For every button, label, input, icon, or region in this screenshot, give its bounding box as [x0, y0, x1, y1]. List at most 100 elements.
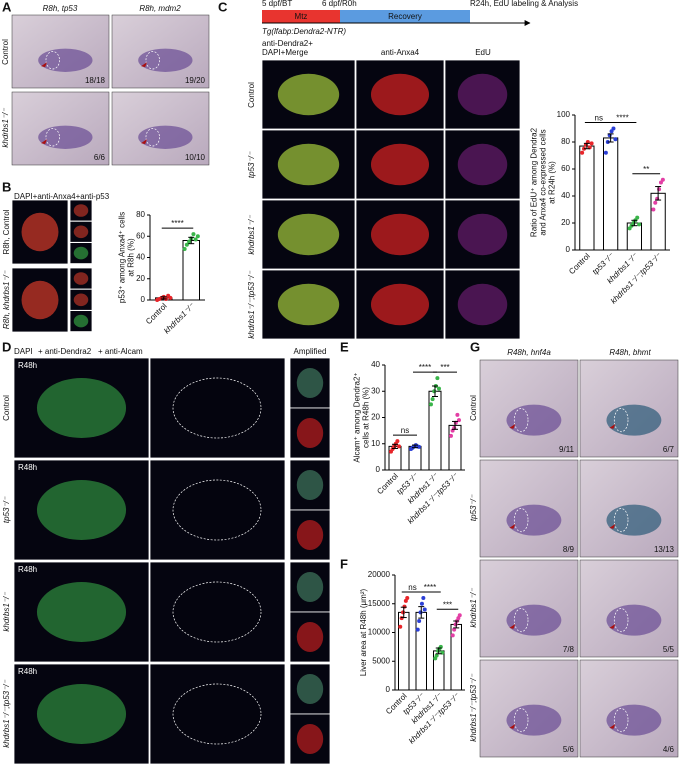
- data-point: [402, 604, 407, 609]
- label: R8h, tp53: [43, 4, 78, 13]
- signal: [36, 684, 127, 744]
- label: anti-Dendra2+: [262, 39, 313, 48]
- liver-outline: [513, 408, 529, 433]
- data-point: [187, 239, 192, 244]
- signal: [277, 213, 340, 256]
- y-axis-label: p53⁺ among Anxa4⁺ cells: [118, 212, 127, 303]
- label: R48h: [18, 463, 37, 472]
- label: + anti-Dendra2: [38, 347, 92, 356]
- tissue: [606, 704, 662, 736]
- signal: [277, 143, 340, 186]
- count: 6/7: [663, 445, 675, 454]
- y-tick-label: 5000: [372, 656, 390, 665]
- y-tick-label: 0: [386, 685, 391, 694]
- bar: [415, 611, 427, 691]
- liver-outline: [145, 51, 160, 70]
- tissue: [38, 125, 93, 149]
- label: Mtz: [295, 12, 308, 21]
- significance-label: ****: [616, 114, 628, 123]
- data-point: [434, 653, 439, 658]
- tissue: [138, 48, 193, 72]
- micrograph: [444, 129, 521, 200]
- y-axis-label: at R24h (%): [548, 161, 557, 204]
- data-point: [405, 596, 410, 600]
- significance-label: ****: [424, 583, 436, 592]
- data-point: [637, 222, 642, 227]
- data-point: [195, 234, 200, 239]
- data-point: [419, 601, 424, 606]
- significance-label: ***: [440, 363, 449, 372]
- label: DAPI: [14, 347, 33, 356]
- y-tick-label: 20000: [368, 570, 391, 579]
- data-point: [635, 215, 640, 220]
- data-point: [429, 402, 433, 407]
- label: R48h, hnf4a: [507, 348, 551, 357]
- y-tick-label: 30: [371, 386, 380, 395]
- label: R8h, khdrbs1⁻/⁻: [2, 270, 11, 329]
- liver-outline: [613, 408, 629, 433]
- tissue: [506, 504, 562, 536]
- panel-label: G: [470, 339, 480, 354]
- outline: [172, 581, 262, 643]
- significance-label: ****: [171, 219, 183, 228]
- data-point: [421, 596, 426, 600]
- label: R24h, EdU labeling & Analysis: [470, 0, 578, 8]
- tissue: [138, 125, 193, 149]
- data-point: [455, 412, 460, 417]
- arrowhead: [141, 139, 148, 145]
- count: 19/20: [185, 76, 206, 85]
- data-point: [450, 633, 455, 638]
- panel-label: A: [2, 0, 12, 14]
- label: 5 dpf/BT: [262, 0, 292, 8]
- signal: [370, 143, 430, 186]
- signal: [172, 378, 263, 438]
- tissue: [506, 404, 562, 436]
- data-point: [397, 444, 401, 449]
- micrograph: [149, 663, 286, 764]
- liver-outline: [513, 608, 529, 633]
- signal: [73, 204, 89, 217]
- liver-outline: [513, 708, 529, 733]
- arrowhead: [141, 62, 148, 68]
- data-point: [457, 613, 462, 618]
- arrowhead: [509, 423, 516, 429]
- y-tick-label: 80: [561, 137, 570, 146]
- label: anti-Anxa4: [381, 48, 420, 57]
- signal: [73, 246, 89, 260]
- bar: [448, 424, 462, 471]
- tissue: [606, 604, 662, 636]
- signal: [36, 480, 127, 540]
- significance-label: ns: [595, 114, 603, 123]
- x-tick-label: Control: [567, 251, 592, 276]
- micrograph: [149, 561, 286, 663]
- x-tick-label: khdrbs1⁻/⁻: [162, 301, 197, 336]
- tissue: [506, 704, 562, 736]
- label: khdrbs1⁻/⁻: [247, 215, 256, 255]
- phase: [340, 10, 470, 23]
- data-point: [432, 389, 437, 394]
- data-point: [452, 627, 457, 632]
- data-point: [401, 610, 406, 615]
- label: R48h: [18, 565, 37, 574]
- tissue: [38, 48, 93, 72]
- liver-outline: [613, 708, 629, 733]
- label: khdrbs1⁻/⁻;tp53⁻/⁻: [247, 270, 256, 338]
- signal: [73, 293, 89, 307]
- y-tick-label: 20: [561, 218, 570, 227]
- label: khdrbs1⁻/⁻: [1, 108, 10, 148]
- y-tick-label: 20: [371, 413, 380, 422]
- y-axis-label: and Anxa4 co-expressed cells: [539, 129, 548, 235]
- signal: [457, 143, 508, 186]
- signal: [36, 582, 127, 642]
- label: Recovery: [388, 12, 422, 21]
- label: EdU: [475, 48, 491, 57]
- micrograph: [444, 269, 521, 340]
- x-tick-label: Control: [144, 301, 169, 326]
- label: Control: [247, 82, 256, 108]
- data-point: [611, 126, 616, 131]
- data-point: [430, 397, 435, 402]
- arrowhead: [509, 623, 516, 629]
- data-point: [193, 237, 198, 242]
- data-point: [453, 622, 458, 627]
- micrograph: [444, 59, 521, 130]
